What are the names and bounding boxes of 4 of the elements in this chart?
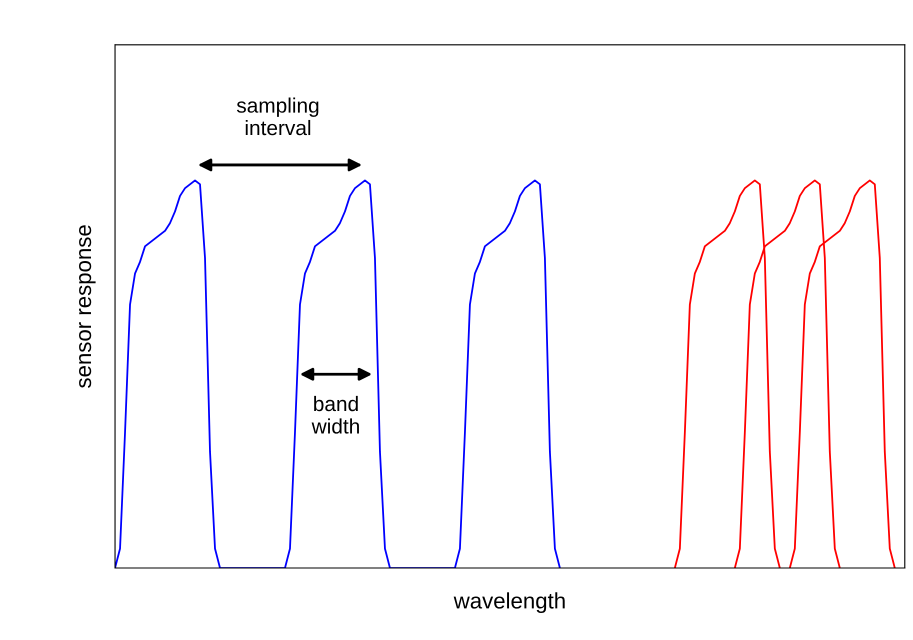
text: sampling interval bbox=[236, 98, 318, 136]
x-axis-title: wavelength bbox=[454, 592, 565, 614]
annotation: band width bbox=[312, 396, 359, 434]
y-axis-title: sensor response bbox=[79, 225, 96, 388]
